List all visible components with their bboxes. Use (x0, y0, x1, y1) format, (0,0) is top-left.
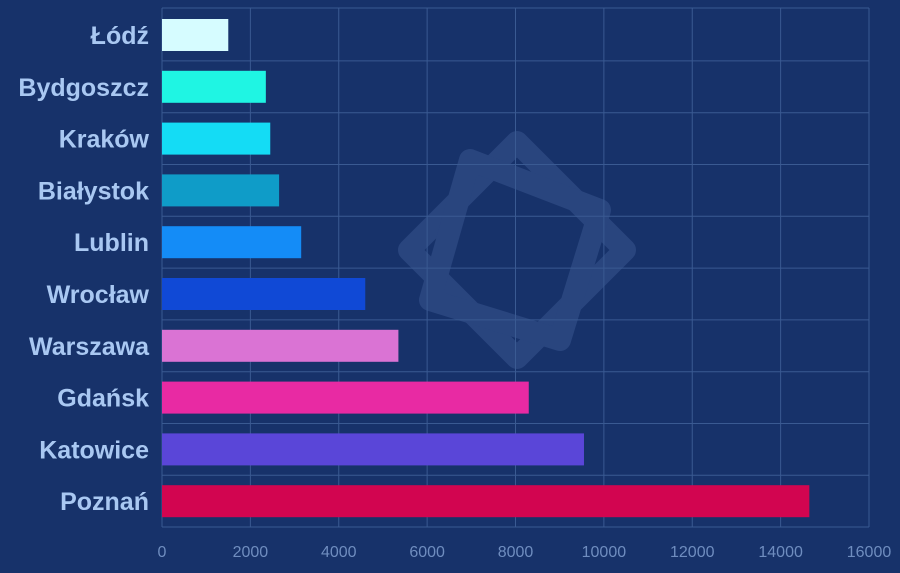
x-tick-label: 6000 (409, 544, 445, 561)
category-labels: Łódź Bydgoszcz Kraków Białystok Lublin Wrocła… (18, 22, 150, 516)
category-label: Kraków (59, 126, 150, 154)
x-tick-label: 16000 (847, 544, 892, 561)
x-tick-label: 10000 (582, 544, 627, 561)
bar (162, 278, 366, 310)
bar (162, 329, 399, 362)
bar (162, 226, 302, 259)
x-tick-label: 2000 (233, 544, 269, 561)
bar (162, 485, 810, 518)
category-label: Łódź (91, 22, 149, 50)
chart-grid (161, 7, 870, 528)
bar (162, 70, 266, 103)
bar (162, 381, 529, 414)
category-label: Gdańsk (57, 385, 149, 413)
bar (162, 19, 229, 51)
x-tick-label: 4000 (321, 544, 357, 561)
category-label: Lublin (74, 229, 149, 257)
category-label: Bydgoszcz (18, 74, 149, 102)
x-tick-label: 8000 (498, 544, 534, 561)
x-axis-tick-labels: 0 2000 4000 6000 8000 10000 12000 14000 16000 (158, 544, 892, 561)
bar (162, 122, 271, 155)
category-label: Wrocław (47, 281, 150, 309)
chart-bars (162, 19, 810, 518)
category-label: Poznań (60, 488, 149, 516)
bar (162, 433, 584, 466)
x-tick-label: 14000 (758, 544, 803, 561)
category-label: Katowice (39, 436, 149, 464)
bar (162, 174, 280, 207)
x-tick-label: 12000 (670, 544, 715, 561)
x-tick-label: 0 (158, 544, 167, 561)
category-label: Warszawa (29, 333, 150, 361)
watermark-logo-icon (398, 131, 636, 369)
category-label: Białystok (38, 177, 149, 205)
